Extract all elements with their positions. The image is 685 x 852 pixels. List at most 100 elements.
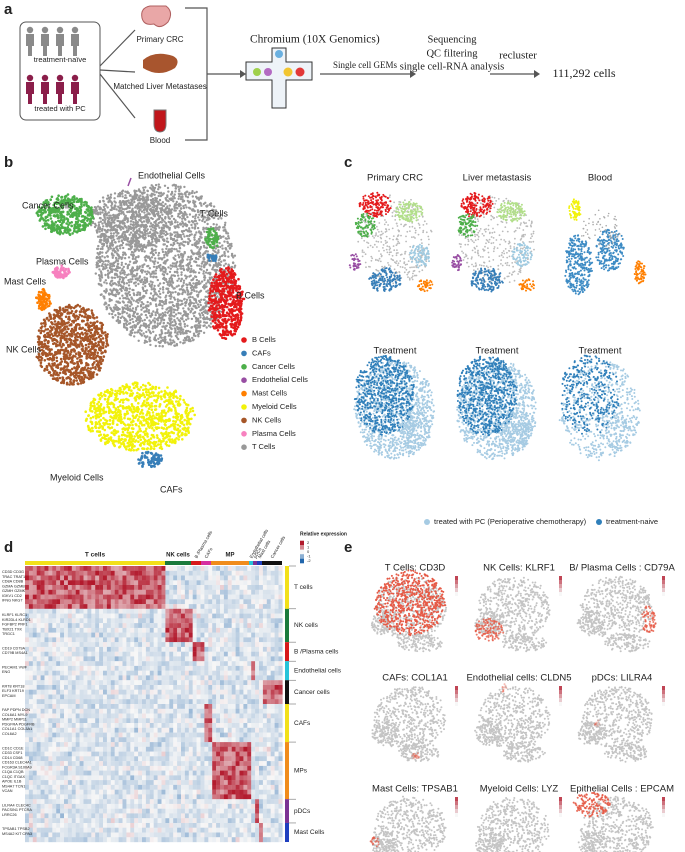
cell-dot: [110, 270, 112, 272]
cell-dot: [155, 272, 157, 274]
cell-dot: [167, 241, 169, 243]
cell-dot: [145, 331, 147, 333]
cell-dot: [109, 263, 111, 265]
cell-dot: [129, 319, 131, 321]
cell-dot: [147, 265, 149, 267]
cell-dot: [124, 319, 126, 321]
cell-dot: [181, 196, 183, 198]
cell-dot: [162, 201, 164, 203]
person-head: [57, 75, 63, 81]
cell-dot: [197, 227, 199, 229]
cell-dot: [116, 270, 118, 272]
cell-dot: [183, 282, 185, 284]
cell-dot: [176, 221, 178, 223]
cell-dot: [141, 320, 143, 322]
person-head: [27, 75, 33, 81]
cell-dot: [160, 329, 162, 331]
cell-dot: [183, 320, 185, 322]
cell-dot: [158, 252, 160, 254]
cell-dot: [227, 250, 229, 252]
blood-icon: [154, 110, 166, 132]
cell-dot: [142, 307, 144, 309]
cell-dot: [201, 262, 203, 264]
cell-dot: [162, 288, 164, 290]
cell-dot: [149, 302, 151, 304]
cell-dot: [158, 313, 160, 315]
cell-dot: [161, 214, 163, 216]
cell-dot: [183, 280, 185, 282]
cell-dot: [169, 204, 171, 206]
cell-dot: [195, 300, 197, 302]
cell-dot: [153, 266, 155, 268]
cell-dot: [143, 276, 145, 278]
cell-dot: [196, 191, 198, 193]
platform: Chromium (10X Genomics): [250, 34, 380, 46]
cell-dot: [115, 235, 117, 237]
cell-dot: [157, 338, 159, 340]
gems-label: Single cell GEMs: [333, 60, 397, 70]
cell-dot: [166, 237, 168, 239]
cell-dot: [125, 276, 127, 278]
recluster-label: recluster: [499, 50, 537, 62]
cell-dot: [186, 235, 188, 237]
cell-dot: [183, 339, 185, 341]
cell-dot: [159, 288, 161, 290]
cell-dot: [197, 211, 199, 213]
cell-dot: [234, 255, 236, 257]
cell-dot: [123, 317, 125, 319]
cell-dot: [133, 201, 135, 203]
cell-dot: [112, 282, 114, 284]
cell-dot: [122, 300, 124, 302]
cell-dot: [116, 220, 118, 222]
cell-dot: [224, 224, 226, 226]
cell-dot: [179, 210, 181, 212]
cell-dot: [207, 218, 209, 220]
cell-dot: [167, 190, 169, 192]
cell-dot: [182, 233, 184, 235]
cell-dot: [162, 345, 164, 347]
cell-dot: [203, 258, 205, 260]
cell-dot: [162, 291, 164, 293]
cell-dot: [184, 251, 186, 253]
person-head: [42, 27, 48, 33]
cell-dot: [154, 194, 156, 196]
cell-dot: [187, 307, 189, 309]
cell-dot: [181, 315, 183, 317]
cell-dot: [178, 188, 180, 190]
cell-dot: [155, 269, 157, 271]
cell-dot: [224, 255, 226, 257]
cell-dot: [132, 321, 134, 323]
cell-dot: [186, 299, 188, 301]
cell-dot: [145, 259, 147, 261]
cell-dot: [112, 289, 114, 291]
cell-dot: [174, 190, 176, 192]
cell-dot: [186, 258, 188, 260]
cell-dot: [154, 257, 156, 259]
cell-dot: [198, 219, 200, 221]
cell-dot: [223, 265, 225, 267]
cell-dot: [198, 238, 200, 240]
cell-dot: [198, 322, 200, 324]
cell-dot: [202, 306, 204, 308]
cell-dot: [177, 274, 179, 276]
cell-dot: [155, 345, 157, 347]
cell-dot: [99, 279, 101, 281]
panel-label: b: [4, 154, 13, 171]
cell-dot: [129, 305, 131, 307]
cell-dot: [220, 237, 222, 239]
cell-dot: [113, 306, 115, 308]
cell-dot: [172, 200, 174, 202]
cell-dot: [176, 201, 178, 203]
cell-dot: [135, 278, 137, 280]
cell-dot: [174, 207, 176, 209]
cell-dot: [142, 195, 144, 197]
cell-dot: [185, 339, 187, 341]
cell-dot: [162, 271, 164, 273]
cell-dot: [150, 252, 152, 254]
cell-dot: [219, 258, 221, 260]
cell-dot: [196, 222, 198, 224]
cell-dot: [152, 331, 154, 333]
cell-dot: [114, 241, 116, 243]
cell-dot: [158, 195, 160, 197]
cell-dot: [170, 211, 172, 213]
